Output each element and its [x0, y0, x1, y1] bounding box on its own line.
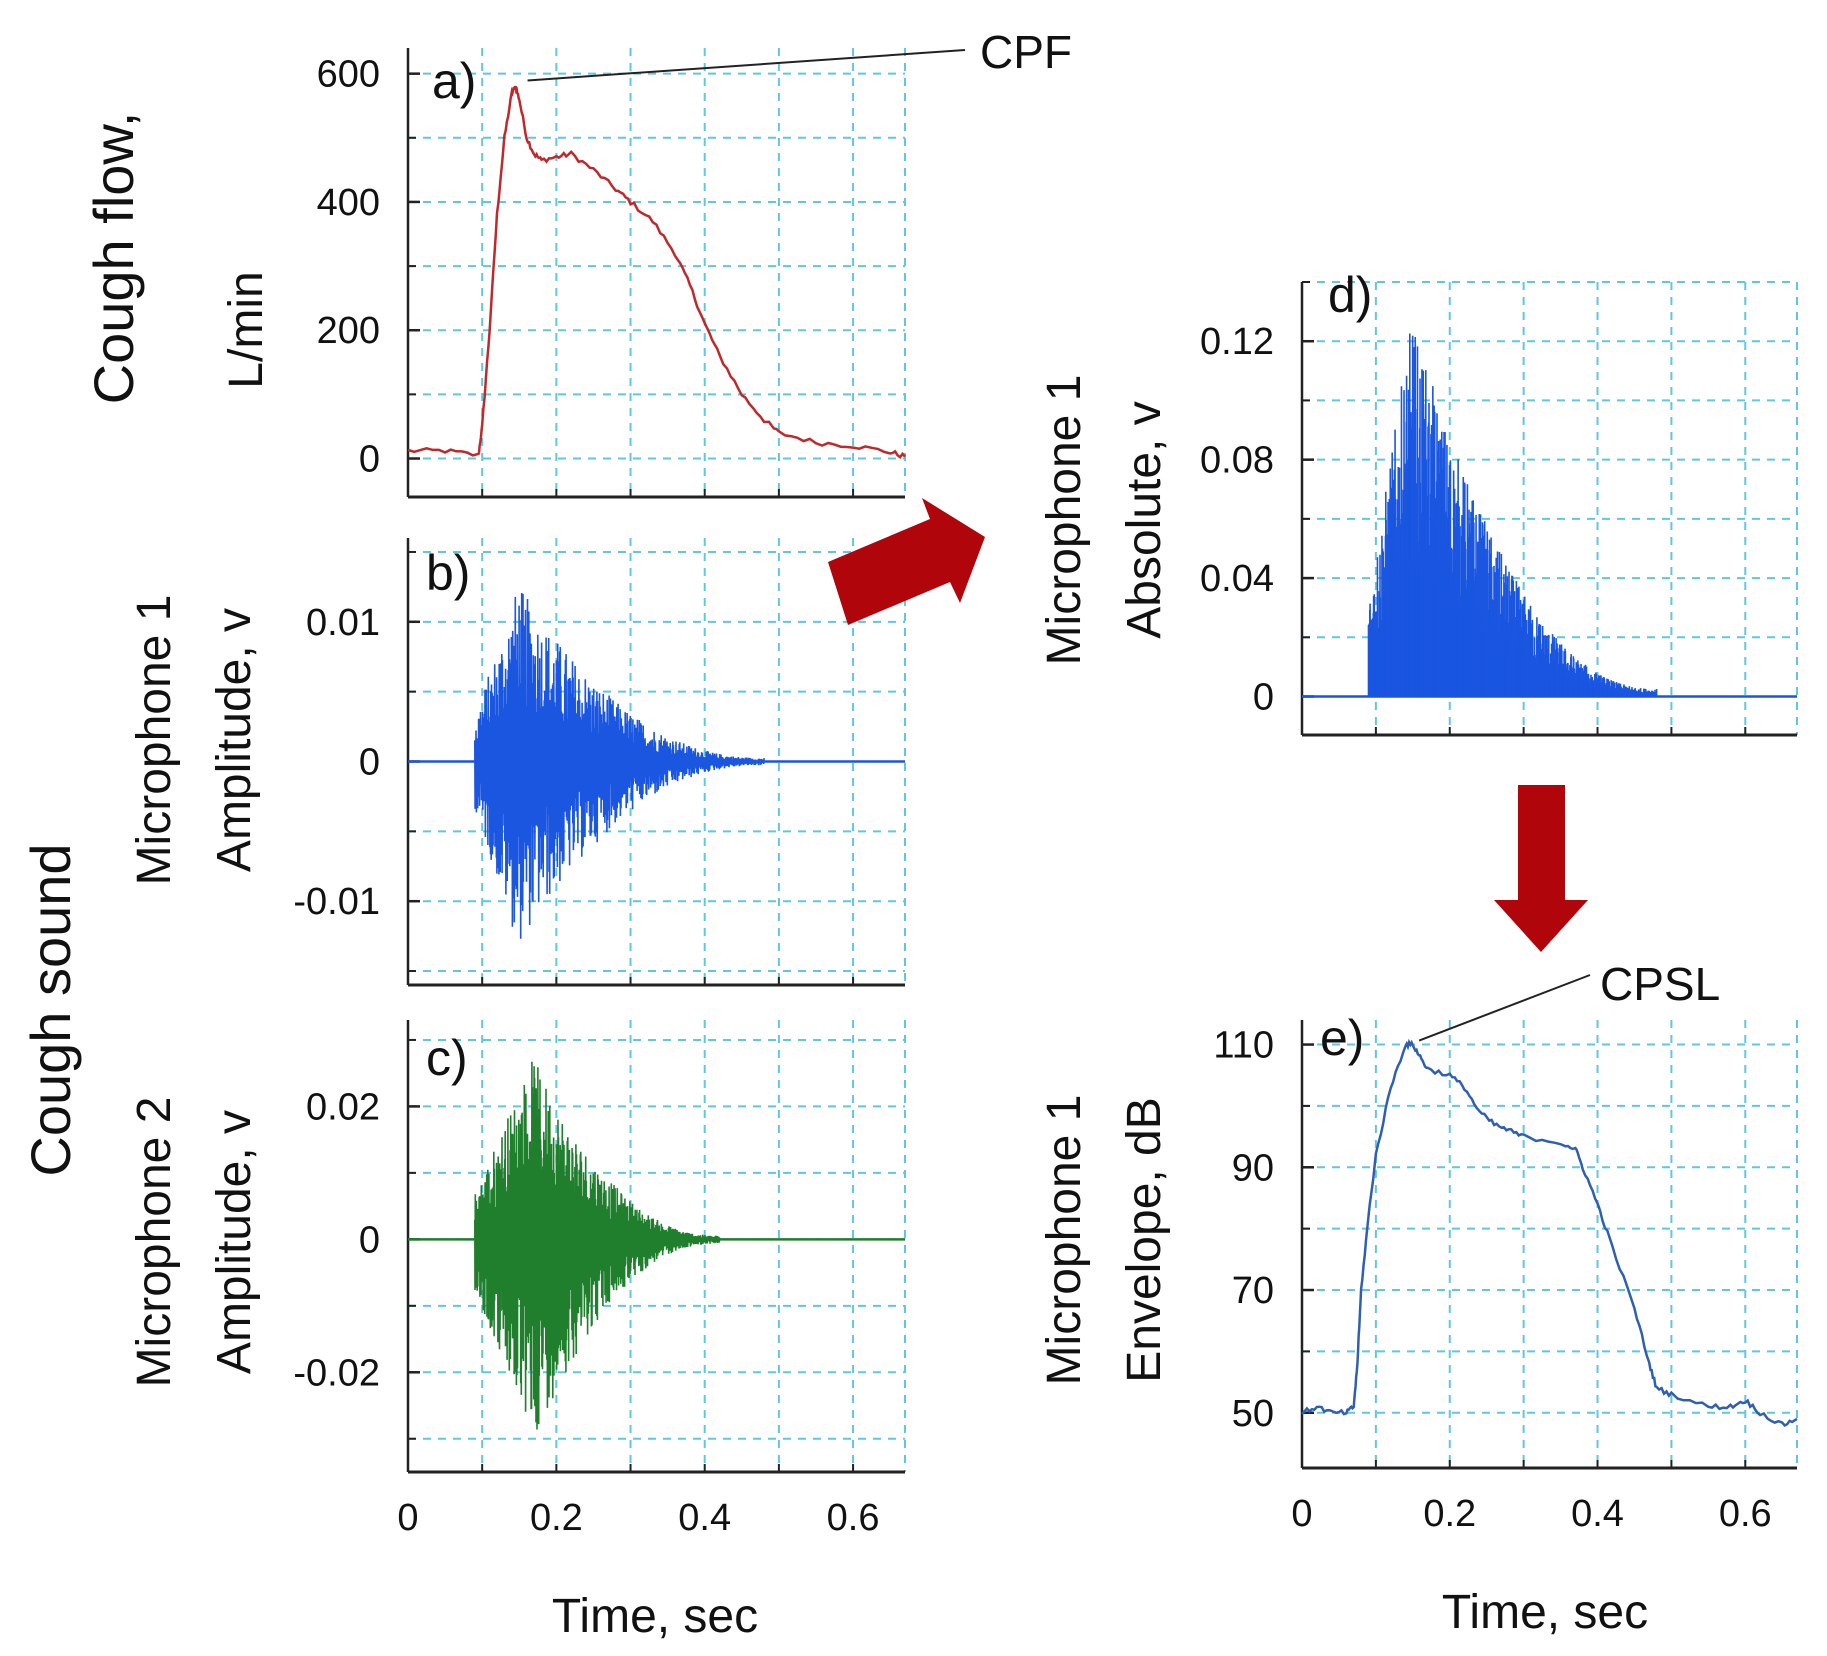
annotation-cpsl: CPSL [1600, 958, 1720, 1010]
cough-sound-group-label: Cough sound [19, 843, 82, 1176]
y-axis-label-c: Microphone 2 [128, 1097, 181, 1388]
x-tick-label-c: 0.2 [530, 1497, 583, 1539]
y-tick-label-e: 90 [1232, 1147, 1274, 1189]
y-tick-label-d: 0.12 [1200, 321, 1274, 363]
panel-a-cough-flow: 0 200 400 600 a) L/min CPF [220, 26, 1072, 499]
series-line-e [1301, 1038, 1798, 1428]
y-tick-label-e: 110 [1213, 1025, 1274, 1067]
y-tick-label-e: 50 [1232, 1393, 1274, 1435]
series-waveform-c [473, 1061, 721, 1430]
y-tick-label-d: 0 [1253, 677, 1274, 719]
y-tick-label-d: 0.04 [1200, 558, 1274, 600]
x-tick-label-c: 0 [397, 1497, 418, 1539]
x-axis-label-left: Time, sec [552, 1590, 758, 1643]
y-tick-label-c: -0.02 [293, 1352, 380, 1394]
panel-b-microphone1-amplitude: -0.01 0 0.01 b) Microphone 1 Amplitude, v [128, 538, 906, 987]
annotation-cpf: CPF [980, 26, 1072, 78]
y-tick-label-c: 0.02 [306, 1086, 380, 1128]
y-tick-label-e: 70 [1232, 1270, 1274, 1312]
panel-label-d: d) [1328, 267, 1372, 323]
x-tick-label-c: 0.4 [678, 1497, 731, 1539]
y-tick-label-b: 0.01 [306, 602, 380, 644]
x-tick-label-e: 0.4 [1571, 1493, 1624, 1535]
panel-label-c: c) [426, 1030, 468, 1086]
y-tick-label-a: 400 [317, 182, 380, 224]
y-axis-label-c: Amplitude, v [208, 1110, 261, 1374]
y-tick-label-a: 200 [317, 310, 380, 352]
panel-label-b: b) [426, 545, 470, 601]
y-tick-label-b: -0.01 [293, 881, 380, 923]
panel-label-a: a) [432, 53, 476, 109]
y-axis-label-d: Absolute, v [1118, 401, 1171, 638]
panel-label-e: e) [1320, 1010, 1364, 1066]
arrow-right-icon [828, 498, 985, 625]
panel-c-microphone2-amplitude: -0.02 0 0.02 0 0.2 0.4 0.6 c) Microphone 2 Amplit… [128, 1020, 906, 1539]
y-tick-label-a: 600 [317, 54, 380, 96]
series-line-a [407, 85, 906, 459]
panel-e-microphone1-envelope: 50 70 90 110 0 0.2 0.4 0.6 e) Microphone 1 Envelop… [1038, 958, 1798, 1535]
y-axis-label-a: L/min [220, 271, 273, 388]
y-axis-label-e: Envelope, dB [1118, 1097, 1171, 1383]
x-tick-label-e: 0 [1291, 1493, 1312, 1535]
arrow-down-icon [1494, 785, 1588, 952]
y-axis-label-e: Microphone 1 [1038, 1095, 1091, 1386]
y-tick-label-b: 0 [359, 742, 380, 784]
panel-d-microphone1-absolute: 0 0.04 0.08 0.12 d) Microphone 1 Absolute, v [1038, 267, 1798, 737]
grid-e [1302, 1020, 1798, 1468]
y-tick-label-a: 0 [359, 439, 380, 481]
x-tick-label-e: 0.2 [1423, 1493, 1476, 1535]
y-axis-label-b: Microphone 1 [128, 595, 181, 886]
x-tick-label-c: 0.6 [827, 1497, 880, 1539]
x-tick-label-e: 0.6 [1719, 1493, 1772, 1535]
y-axis-label-d: Microphone 1 [1038, 375, 1091, 666]
series-waveform-b [473, 592, 765, 939]
x-axis-label-right: Time, sec [1442, 1586, 1648, 1639]
annotation-leader-cpf [527, 49, 966, 82]
y-tick-label-d: 0.08 [1200, 440, 1274, 482]
annotation-leader-cpsl [1418, 974, 1591, 1042]
cough-flow-group-label: Cough flow, [82, 112, 145, 405]
y-axis-label-b: Amplitude, v [208, 608, 261, 872]
y-tick-label-c: 0 [359, 1219, 380, 1261]
